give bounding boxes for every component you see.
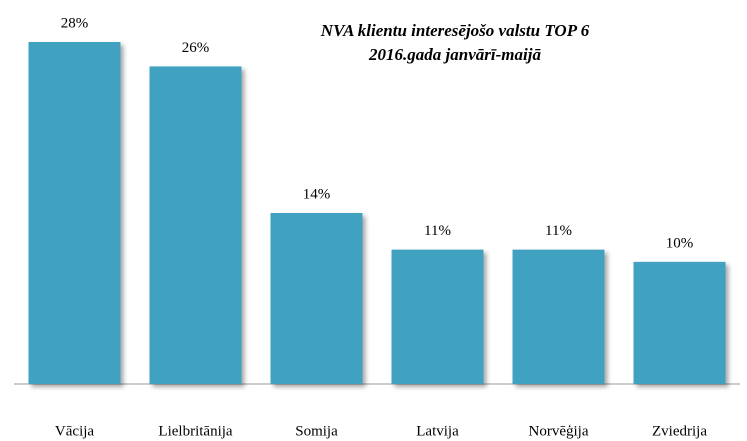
bar xyxy=(28,42,121,384)
x-tick-label: Norvēģija xyxy=(529,423,589,439)
data-label: 28% xyxy=(61,15,89,31)
x-tick-label: Zviedrija xyxy=(652,423,707,439)
data-label: 10% xyxy=(666,235,694,251)
chart-title: NVA klientu interesējošo valstu TOP 6 xyxy=(320,21,590,40)
bar xyxy=(512,249,605,384)
data-label: 11% xyxy=(424,223,451,239)
data-label: 26% xyxy=(182,40,210,56)
x-tick-label: Somija xyxy=(295,423,338,439)
data-label: 11% xyxy=(545,223,572,239)
bar xyxy=(391,249,484,384)
chart-subtitle: 2016.gada janvārī-maijā xyxy=(368,45,541,64)
bar xyxy=(270,213,363,384)
data-label: 14% xyxy=(303,186,331,202)
bar xyxy=(149,66,242,384)
bar xyxy=(633,261,726,384)
x-tick-label: Latvija xyxy=(416,423,459,439)
x-tick-label: Vācija xyxy=(55,423,94,439)
x-tick-label: Lielbritānija xyxy=(158,423,232,439)
